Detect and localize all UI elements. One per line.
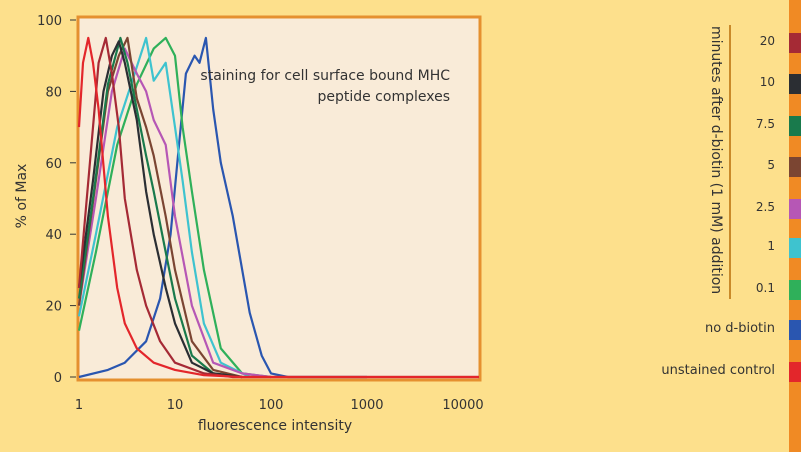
legend-label: 10 [759, 75, 775, 89]
series-line-no-d-biotin [78, 36, 367, 379]
plot-area [76, 15, 482, 382]
y-tick-label: 60 [45, 157, 62, 172]
legend-label: 20 [759, 34, 775, 48]
legend-swatch [789, 280, 801, 300]
x-tick-label: 100 [259, 398, 284, 413]
legend-swatch [789, 320, 801, 340]
annotation-line-2: peptide complexes [317, 89, 450, 105]
legend-label: unstained control [661, 363, 775, 378]
series-line-20 [77, 36, 479, 379]
legend-swatch [789, 33, 801, 53]
y-tick-label: 80 [45, 85, 62, 100]
x-axis-label: fluorescence intensity [198, 418, 352, 434]
legend-swatch [789, 362, 801, 382]
legend-label: 0.1 [755, 281, 775, 295]
x-tick-label: 10000 [442, 398, 483, 413]
legend-swatch [789, 116, 801, 136]
legend-label: no d-biotin [704, 321, 775, 336]
y-axis-label: % of Max [14, 164, 30, 229]
legend-swatch [789, 74, 801, 94]
legend-title: minutes after d-biotin (1 mM) addition [708, 26, 724, 295]
y-tick-label: 20 [45, 300, 62, 315]
series-line-1 [77, 36, 251, 378]
y-tick-label: 100 [37, 14, 62, 29]
legend-swatch [789, 157, 801, 177]
x-tick-label: 10 [167, 398, 184, 413]
legend-swatch [789, 199, 801, 219]
y-tick-label: 0 [54, 371, 62, 386]
x-tick-label: 1 [75, 398, 83, 413]
legend-swatch [789, 238, 801, 258]
y-tick-label: 40 [45, 228, 62, 243]
series-line-2-5 [77, 47, 272, 379]
legend-label: 7.5 [755, 117, 775, 131]
color-strip [789, 0, 801, 452]
series-line-0-1 [77, 36, 272, 379]
series-line-10 [77, 40, 243, 379]
legend-label: 5 [767, 158, 775, 172]
legend-label: 1 [767, 239, 775, 253]
series-line-7-5 [77, 36, 243, 379]
legend-bracket-line [729, 25, 731, 299]
legend-label: 2.5 [755, 200, 775, 214]
x-tick-label: 1000 [350, 398, 383, 413]
annotation-line-1: staining for cell surface bound MHC [200, 68, 450, 84]
series-line-unstained-control [77, 36, 479, 379]
